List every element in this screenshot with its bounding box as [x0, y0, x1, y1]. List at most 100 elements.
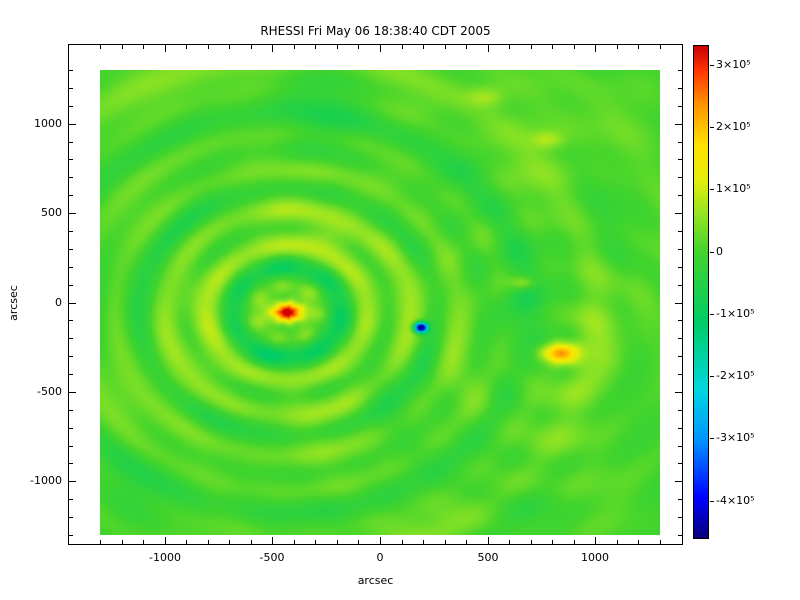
colorbar-canvas	[693, 45, 709, 539]
colorbar-tick-mark	[710, 501, 714, 502]
y-minor-tick-mark	[678, 499, 682, 500]
y-minor-tick-mark	[69, 88, 73, 89]
x-minor-tick-mark	[315, 45, 316, 49]
y-minor-tick-mark	[678, 410, 682, 411]
colorbar-tick-label: -2×10⁵	[716, 369, 755, 382]
colorbar-tick-label: -1×10⁵	[716, 307, 755, 320]
y-minor-tick-mark	[678, 195, 682, 196]
colorbar-tick-label: -3×10⁵	[716, 431, 755, 444]
y-tick-mark	[69, 124, 76, 125]
y-minor-tick-mark	[678, 285, 682, 286]
x-minor-tick-mark	[100, 540, 101, 544]
colorbar-tick-label: 2×10⁵	[716, 120, 751, 133]
x-minor-tick-mark	[337, 540, 338, 544]
y-minor-tick-mark	[69, 410, 73, 411]
y-tick-mark	[69, 303, 76, 304]
x-minor-tick-mark	[552, 540, 553, 544]
y-minor-tick-mark	[678, 142, 682, 143]
y-tick-mark	[675, 303, 682, 304]
x-tick-mark	[595, 45, 596, 52]
x-minor-tick-mark	[122, 45, 123, 49]
x-minor-tick-mark	[423, 540, 424, 544]
y-minor-tick-mark	[69, 338, 73, 339]
heatmap-canvas	[100, 70, 660, 535]
y-minor-tick-mark	[678, 106, 682, 107]
y-tick-label: -500	[37, 385, 62, 398]
y-tick-mark	[675, 124, 682, 125]
x-tick-mark	[380, 537, 381, 544]
x-minor-tick-mark	[466, 540, 467, 544]
x-minor-tick-mark	[294, 45, 295, 49]
y-minor-tick-mark	[69, 285, 73, 286]
y-minor-tick-mark	[69, 499, 73, 500]
x-tick-mark	[380, 45, 381, 52]
x-minor-tick-mark	[358, 540, 359, 544]
x-minor-tick-mark	[186, 45, 187, 49]
y-tick-mark	[675, 392, 682, 393]
y-minor-tick-mark	[69, 159, 73, 160]
y-minor-tick-mark	[69, 177, 73, 178]
x-minor-tick-mark	[445, 540, 446, 544]
x-minor-tick-mark	[143, 45, 144, 49]
y-minor-tick-mark	[69, 428, 73, 429]
colorbar-tick-mark	[710, 438, 714, 439]
x-minor-tick-mark	[337, 45, 338, 49]
y-tick-label: 500	[41, 206, 62, 219]
y-minor-tick-mark	[69, 374, 73, 375]
x-minor-tick-mark	[531, 45, 532, 49]
y-tick-mark	[675, 481, 682, 482]
plot-title: RHESSI Fri May 06 18:38:40 CDT 2005	[260, 24, 491, 38]
x-minor-tick-mark	[122, 540, 123, 544]
y-minor-tick-mark	[678, 463, 682, 464]
colorbar-tick-label: 1×10⁵	[716, 182, 751, 195]
x-minor-tick-mark	[251, 540, 252, 544]
y-minor-tick-mark	[678, 446, 682, 447]
x-axis-label: arcsec	[357, 574, 394, 587]
y-tick-mark	[69, 392, 76, 393]
y-minor-tick-mark	[678, 338, 682, 339]
x-minor-tick-mark	[208, 540, 209, 544]
x-minor-tick-mark	[315, 540, 316, 544]
y-tick-mark	[69, 481, 76, 482]
x-tick-label: -500	[259, 551, 285, 564]
x-minor-tick-mark	[617, 45, 618, 49]
y-minor-tick-mark	[678, 267, 682, 268]
x-tick-mark	[272, 537, 273, 544]
x-tick-label: 500	[477, 551, 499, 564]
y-minor-tick-mark	[678, 177, 682, 178]
y-minor-tick-mark	[69, 320, 73, 321]
colorbar-tick-label: -4×10⁵	[716, 494, 755, 507]
x-minor-tick-mark	[638, 45, 639, 49]
y-minor-tick-mark	[69, 267, 73, 268]
x-minor-tick-mark	[402, 540, 403, 544]
x-minor-tick-mark	[638, 540, 639, 544]
x-minor-tick-mark	[660, 540, 661, 544]
x-tick-label: 1000	[581, 551, 609, 564]
y-minor-tick-mark	[69, 446, 73, 447]
y-tick-label: 0	[55, 296, 62, 309]
x-minor-tick-mark	[186, 540, 187, 544]
y-minor-tick-mark	[69, 106, 73, 107]
x-minor-tick-mark	[358, 45, 359, 49]
y-minor-tick-mark	[69, 356, 73, 357]
y-minor-tick-mark	[678, 535, 682, 536]
colorbar-tick-mark	[710, 376, 714, 377]
x-tick-mark	[488, 45, 489, 52]
y-tick-label: -1000	[30, 474, 62, 487]
x-minor-tick-mark	[208, 45, 209, 49]
y-minor-tick-mark	[69, 70, 73, 71]
y-minor-tick-mark	[69, 535, 73, 536]
y-minor-tick-mark	[69, 142, 73, 143]
x-tick-mark	[595, 537, 596, 544]
y-minor-tick-mark	[69, 517, 73, 518]
x-minor-tick-mark	[294, 540, 295, 544]
colorbar-tick-mark	[710, 189, 714, 190]
x-minor-tick-mark	[402, 45, 403, 49]
x-tick-mark	[488, 537, 489, 544]
colorbar-tick-mark	[710, 65, 714, 66]
colorbar-tick-mark	[710, 314, 714, 315]
x-tick-mark	[165, 45, 166, 52]
x-minor-tick-mark	[445, 45, 446, 49]
y-minor-tick-mark	[678, 231, 682, 232]
x-minor-tick-mark	[574, 540, 575, 544]
